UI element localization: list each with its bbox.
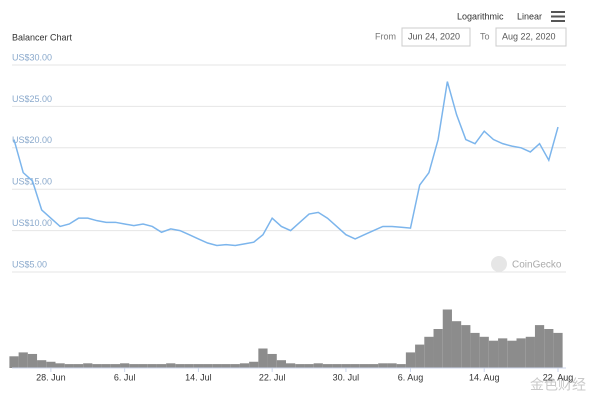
price-line <box>13 81 559 247</box>
from-date[interactable]: Jun 24, 2020 <box>408 31 460 41</box>
volume-bar <box>129 364 139 368</box>
volume-bar <box>156 364 167 368</box>
volume-bar <box>350 364 360 368</box>
volume-bar <box>92 364 102 368</box>
volume-bar <box>203 364 213 368</box>
volume-bar <box>488 340 499 368</box>
volume-bar <box>110 364 121 368</box>
to-date[interactable]: Aug 22, 2020 <box>502 31 556 41</box>
volume-bar <box>368 364 379 368</box>
volume-bar <box>332 364 342 368</box>
logo-icon <box>491 256 507 272</box>
volume-bar <box>27 353 38 368</box>
volume-bar <box>396 364 406 368</box>
volume-bar <box>212 364 222 368</box>
to-label: To <box>480 31 490 41</box>
volume-bar <box>120 363 130 368</box>
chart-title: Balancer Chart <box>12 32 73 42</box>
x-tick-label: 30. Jul <box>333 372 360 382</box>
x-tick-label: 6. Jul <box>114 372 136 382</box>
volume-bar <box>479 336 489 368</box>
x-tick-label: 14. Aug <box>469 372 500 382</box>
x-tick-label: 6. Aug <box>398 372 424 382</box>
volume-bar <box>286 363 296 368</box>
volume-bar <box>433 329 443 368</box>
y-tick-label: US$30.00 <box>12 52 52 62</box>
volume-bar <box>442 309 452 368</box>
volume-bar <box>415 344 425 368</box>
volume-bar <box>73 364 84 368</box>
volume-bar <box>553 332 563 368</box>
volume-bar <box>46 361 56 368</box>
volume-bar <box>18 352 28 368</box>
volume-bar <box>64 364 74 368</box>
x-tick-label: 22. Jul <box>259 372 286 382</box>
volume-bar <box>322 364 333 368</box>
volume-bar <box>378 363 388 368</box>
scale-option[interactable]: Logarithmic <box>457 11 504 21</box>
volume-bar <box>507 340 517 368</box>
x-tick-label: 14. Jul <box>185 372 212 382</box>
volume-bar <box>313 363 323 368</box>
volume-bar <box>534 325 545 368</box>
y-tick-label: US$20.00 <box>12 135 52 145</box>
volume-bar <box>424 336 434 368</box>
to-input[interactable] <box>495 27 567 47</box>
volume-bar <box>9 356 19 368</box>
volume-bar <box>276 360 286 368</box>
volume-bar <box>516 338 526 368</box>
volume-bar <box>83 363 93 368</box>
volume-bar <box>304 364 314 368</box>
volume-bar <box>221 364 231 368</box>
volume-bar <box>470 332 480 368</box>
volume-bar <box>544 329 554 368</box>
volume-bar <box>175 364 185 368</box>
volume-bar <box>249 361 259 368</box>
y-tick-label: US$25.00 <box>12 94 52 104</box>
volume-bar <box>193 364 204 368</box>
volume-bar <box>359 364 369 368</box>
from-label: From <box>375 31 396 41</box>
from-input[interactable] <box>401 27 471 47</box>
scale-option[interactable]: Linear <box>517 11 542 21</box>
volume-bar <box>461 325 471 368</box>
volume-bar <box>166 363 176 368</box>
volume-bar <box>498 338 508 368</box>
volume-bar <box>451 321 462 368</box>
volume-bar <box>405 352 416 368</box>
volume-bar <box>147 364 157 368</box>
volume-bar <box>387 363 397 368</box>
x-tick-label: 28. Jun <box>36 372 66 382</box>
volume-bar <box>341 364 351 368</box>
volume-bar <box>37 360 47 368</box>
y-tick-label: US$10.00 <box>12 218 52 228</box>
volume-bar <box>258 348 268 368</box>
x-tick-label: 22. Aug <box>543 372 574 382</box>
menu-icon[interactable] <box>551 11 565 22</box>
volume-bar <box>184 364 194 368</box>
volume-bar <box>267 353 277 368</box>
volume-bar <box>101 364 111 368</box>
volume-bar <box>138 364 148 368</box>
watermark: 金色财经 <box>530 377 586 393</box>
volume-bar <box>239 363 250 368</box>
volume-bar <box>525 336 535 368</box>
volume-bar <box>230 364 240 368</box>
volume-bar <box>295 364 305 368</box>
volume-bar <box>55 363 65 368</box>
watermark: CoinGecko <box>512 260 562 271</box>
y-tick-label: US$5.00 <box>12 259 47 269</box>
